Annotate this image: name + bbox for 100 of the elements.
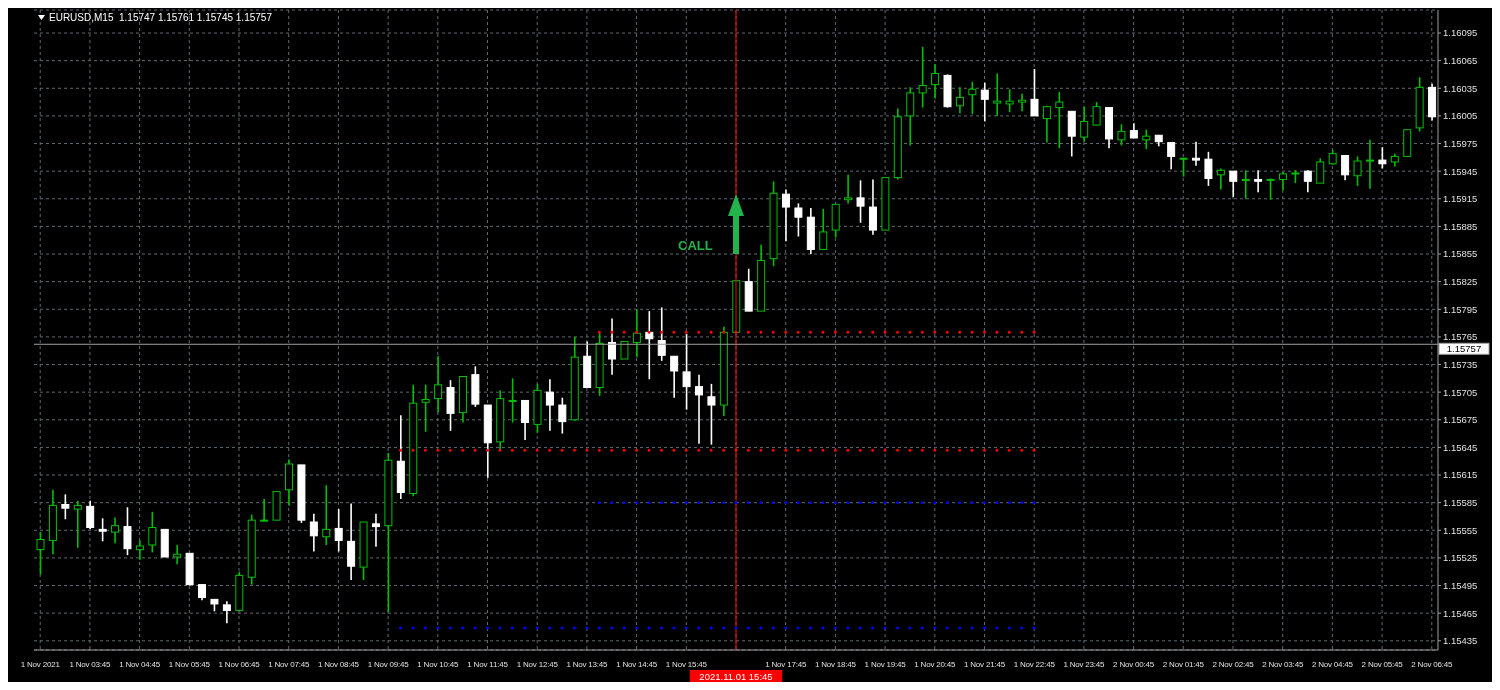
x-tick-label: 1 Nov 07:45 — [268, 660, 310, 669]
x-tick-label: 1 Nov 10:45 — [417, 660, 460, 669]
candlestick — [322, 484, 331, 546]
candlestick — [632, 308, 641, 358]
candlestick — [1241, 169, 1250, 200]
candlestick — [1030, 68, 1039, 117]
candlestick — [1018, 93, 1027, 113]
x-tick-label: 1 Nov 22:45 — [1013, 660, 1056, 669]
candlestick — [844, 174, 853, 205]
candlestick — [1192, 140, 1200, 167]
x-tick-label: 2 Nov 05:45 — [1361, 660, 1404, 669]
candlestick — [918, 46, 927, 109]
y-tick-label: 1.15495 — [1443, 579, 1478, 591]
candlestick — [1216, 167, 1225, 191]
candlestick — [173, 544, 182, 566]
y-tick-label: 1.16065 — [1443, 55, 1478, 67]
x-tick-label: 2 Nov 06:45 — [1411, 660, 1453, 669]
candlestick — [545, 378, 554, 432]
x-tick-label: 1 Nov 12:45 — [516, 660, 559, 669]
x-tick-label: 1 Nov 06:45 — [218, 660, 261, 669]
candlestick — [868, 178, 877, 236]
x-tick-label: 1 Nov 11:45 — [467, 660, 509, 669]
candlestick — [508, 377, 517, 424]
x-tick-label: 1 Nov 05:45 — [168, 660, 211, 669]
y-tick-label: 1.15855 — [1443, 248, 1478, 260]
x-tick-label: 1 Nov 14:45 — [616, 660, 658, 669]
candlestick — [980, 81, 989, 123]
annotation: CALL — [678, 238, 713, 254]
candlestick — [222, 600, 231, 625]
y-tick-label: 1.15945 — [1443, 165, 1478, 177]
y-tick-label: 1.15435 — [1443, 635, 1478, 647]
x-tick-label: 2 Nov 04:45 — [1311, 660, 1354, 669]
y-tick-label: 1.15915 — [1443, 193, 1478, 205]
x-tick-label: 1 Nov 18:45 — [814, 660, 857, 669]
candlestick — [819, 208, 828, 251]
candlestick — [781, 188, 790, 242]
candlestick — [1254, 169, 1263, 194]
candlestick — [36, 531, 45, 576]
candlestick — [931, 63, 940, 100]
candlestick — [1278, 171, 1287, 192]
y-tick-label: 1.16005 — [1443, 110, 1478, 122]
candlestick — [1341, 154, 1350, 182]
candlestick — [1316, 157, 1325, 184]
candlestick — [608, 317, 617, 376]
candlestick — [521, 399, 530, 441]
candlestick — [993, 72, 1002, 117]
x-tick-label: 1 Nov 13:45 — [566, 660, 609, 669]
candlestick — [123, 506, 132, 556]
candlestick — [657, 306, 666, 362]
x-tick-label: 2 Nov 01:45 — [1162, 660, 1205, 669]
candlestick — [1117, 123, 1126, 147]
y-tick-label: 1.15525 — [1443, 552, 1478, 564]
candlestick — [682, 333, 691, 411]
y-tick-label: 1.15645 — [1443, 441, 1478, 453]
candlestick — [371, 512, 380, 548]
candlestick — [434, 355, 443, 414]
x-tick-label: 1 Nov 04:45 — [119, 660, 161, 669]
ref-line-label: 1.15757 — [1446, 343, 1482, 355]
x-tick-label: 1 Nov 23:45 — [1063, 660, 1106, 669]
x-tick-label: 2 Nov 02:45 — [1212, 660, 1255, 669]
candlestick — [1005, 88, 1014, 114]
x-tick-label: 1 Nov 2021 — [20, 660, 61, 669]
x-tick-label: 1 Nov 09:45 — [367, 660, 410, 669]
y-tick-label: 1.15615 — [1443, 469, 1478, 481]
y-tick-label: 1.15465 — [1443, 607, 1478, 619]
y-tick-label: 1.15825 — [1443, 276, 1478, 288]
y-tick-label: 1.15735 — [1443, 358, 1478, 370]
x-tick-label: 1 Nov 15:45 — [665, 660, 708, 669]
candlestick — [1353, 155, 1362, 187]
x-tick-label: 1 Nov 19:45 — [864, 660, 907, 669]
y-tick-label: 1.16095 — [1443, 27, 1478, 39]
candlestick — [558, 396, 567, 435]
x-tick-label: 2 Nov 00:45 — [1113, 660, 1155, 669]
candlestick — [1204, 151, 1213, 187]
candlestick — [334, 508, 343, 553]
x-tick-label: 1 Nov 17:45 — [765, 660, 807, 669]
y-tick-label: 1.15555 — [1443, 524, 1478, 536]
y-tick-label: 1.15795 — [1443, 303, 1478, 315]
candlestick — [86, 500, 95, 531]
candlestick — [111, 516, 120, 544]
y-tick-label: 1.15975 — [1443, 137, 1478, 149]
x-tick-label: 2021.11.01 15:45 — [699, 671, 773, 682]
x-tick-label: 1 Nov 20:45 — [914, 660, 957, 669]
candlestick — [794, 202, 803, 238]
candlestick — [1167, 141, 1176, 171]
candlestick — [73, 500, 82, 549]
candlestick — [1365, 139, 1374, 190]
candlestick — [1055, 91, 1064, 149]
y-tick-label: 1.15765 — [1443, 331, 1478, 343]
x-tick-label: 2 Nov 03:45 — [1262, 660, 1304, 669]
candlestick — [968, 81, 977, 115]
candlestick — [1179, 157, 1188, 178]
x-tick-label: 1 Nov 03:45 — [69, 660, 112, 669]
candlestick — [421, 383, 430, 433]
x-tick-label: 1 Nov 21:45 — [964, 660, 1006, 669]
candlestick — [1229, 170, 1238, 198]
candlestick — [309, 512, 318, 553]
candlestick — [1378, 146, 1387, 170]
candlestick — [1042, 104, 1051, 144]
candlestick — [906, 86, 915, 147]
